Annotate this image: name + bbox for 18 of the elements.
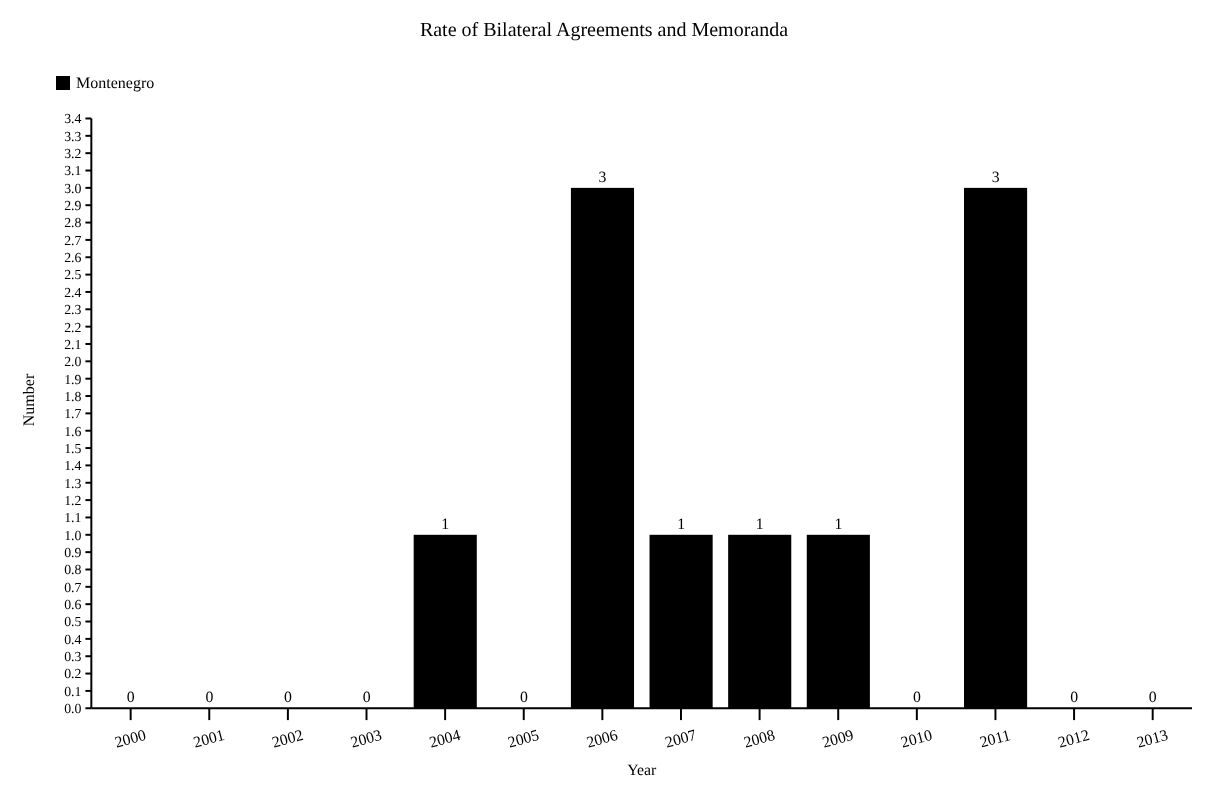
- data-label: 0: [519, 688, 528, 707]
- data-label: 0: [913, 688, 922, 707]
- data-label: 1: [755, 514, 764, 533]
- data-label: 3: [598, 167, 607, 186]
- y-axis-title: Number: [20, 373, 38, 427]
- data-label: 0: [1148, 688, 1157, 707]
- data-label: 1: [441, 514, 450, 533]
- data-label: 0: [284, 688, 293, 707]
- data-label: 0: [126, 688, 135, 707]
- data-label: 1: [677, 514, 686, 533]
- data-label: 1: [834, 514, 843, 533]
- data-label: 3: [991, 167, 1000, 186]
- x-axis-title: Year: [627, 761, 657, 780]
- data-label: 0: [1070, 688, 1079, 707]
- chart-title: Rate of Bilateral Agreements and Memoranda: [417, 18, 791, 46]
- data-label: 0: [362, 688, 371, 707]
- data-label: 0: [205, 688, 214, 707]
- legend-label: Montenegro: [74, 71, 155, 96]
